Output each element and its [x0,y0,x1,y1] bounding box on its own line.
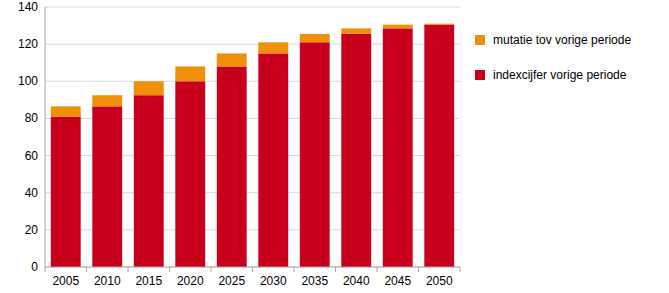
chart-container: 0204060801001201402005201020152020202520… [0,0,669,293]
y-tick-label: 100 [18,74,38,88]
bar-segment [383,28,413,267]
x-tick-label: 2015 [135,274,162,288]
bar-segment [341,34,371,267]
x-tick [418,267,419,272]
bars [51,24,454,267]
x-tick [294,267,295,272]
bar-segment [92,106,122,267]
bar-segment [134,81,164,95]
bar-segment [258,53,288,267]
x-tick [128,267,129,272]
x-tick-label: 2050 [426,274,453,288]
legend: mutatie tov vorige periode indexcijfer vo… [475,33,631,82]
bar-segment [51,117,81,267]
x-tick [211,267,212,272]
legend-label: indexcijfer vorige periode [493,68,627,82]
bar-segment [341,28,371,34]
x-tick-label: 2025 [218,274,245,288]
x-tick-label: 2010 [94,274,121,288]
x-tick [460,267,461,272]
bar-segment [258,42,288,53]
x-tick [86,267,87,272]
x-tick-label: 2005 [52,274,79,288]
bar-segment [217,53,247,66]
bar-segment [217,66,247,267]
bar-segment [383,25,413,29]
x-tick [335,267,336,272]
y-axis [45,7,46,267]
y-tick-label: 20 [25,223,39,237]
bar-segment [175,81,205,267]
bar-segment [300,42,330,267]
grid-line [45,7,460,8]
bar-segment [424,25,454,267]
x-tick [45,267,46,272]
chart-svg: 0204060801001201402005201020152020202520… [0,0,669,293]
legend-swatch [475,35,485,45]
x-tick-label: 2045 [384,274,411,288]
bar-segment [424,23,454,25]
x-tick-label: 2035 [301,274,328,288]
bar-segment [175,66,205,81]
bar-segment [134,95,164,267]
x-tick [252,267,253,272]
y-tick-label: 60 [25,149,39,163]
bar-segment [92,95,122,106]
x-tick [377,267,378,272]
y-tick-label: 120 [18,37,38,51]
x-tick [169,267,170,272]
legend-label: mutatie tov vorige periode [493,33,631,47]
bar-segment [300,34,330,42]
x-tick-label: 2030 [260,274,287,288]
x-tick-label: 2040 [343,274,370,288]
y-tick-label: 140 [18,0,38,14]
legend-swatch [475,70,485,80]
bar-segment [51,106,81,116]
y-tick-label: 0 [31,260,38,274]
y-tick-label: 40 [25,186,39,200]
y-tick-label: 80 [25,111,39,125]
x-tick-label: 2020 [177,274,204,288]
